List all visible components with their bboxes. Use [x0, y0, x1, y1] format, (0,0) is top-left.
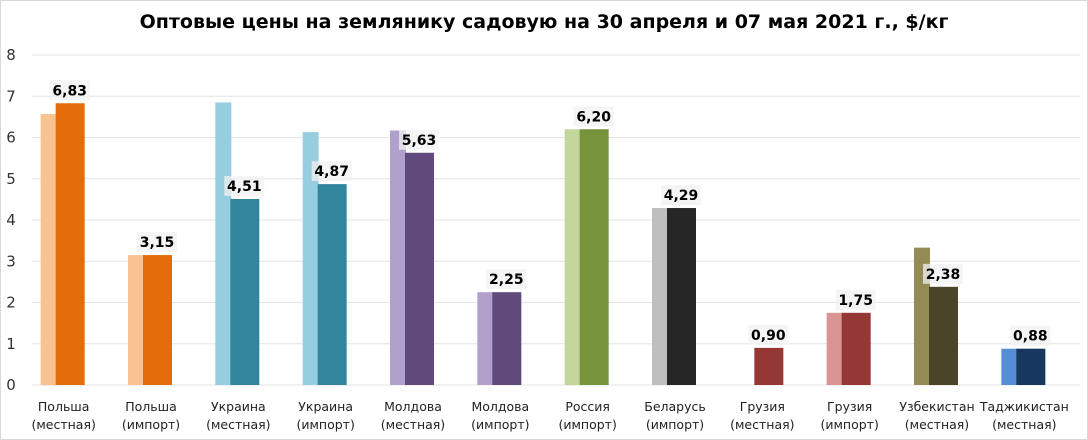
data-label-bg	[748, 324, 789, 345]
x-tick-label: (местная)	[730, 417, 794, 432]
bar-30-apr	[652, 208, 668, 385]
data-label-bg	[49, 80, 90, 101]
bar-07-may	[579, 129, 609, 385]
y-tick-label: 0	[6, 376, 16, 394]
x-tick-label: Грузия	[740, 399, 785, 414]
x-tick-label: Украина	[211, 399, 266, 414]
bar-07-may	[929, 286, 958, 385]
bar-30-apr	[390, 130, 406, 385]
data-label-bg	[486, 269, 527, 290]
data-label: 2,38	[926, 267, 961, 283]
x-tick-label: (местная)	[206, 417, 270, 432]
x-tick-label: (импорт)	[122, 417, 180, 432]
bar-07-may	[492, 292, 522, 385]
x-tick-label: Польша	[125, 399, 177, 414]
y-tick-label: 6	[6, 129, 16, 147]
data-label: 0,88	[1013, 329, 1048, 345]
y-tick-label: 7	[6, 87, 16, 105]
bar-07-may	[1016, 348, 1046, 385]
x-tick-label: (местная)	[381, 417, 445, 432]
x-tick-label: Россия	[565, 399, 610, 414]
bar-30-apr	[302, 132, 319, 385]
bar-07-may	[317, 184, 347, 385]
x-tick-label: Польша	[38, 399, 90, 414]
x-tick-label: Таджикистан	[979, 399, 1069, 414]
data-label: 3,15	[140, 235, 175, 251]
x-tick-label: Грузия	[827, 399, 872, 414]
data-label-bg	[923, 263, 963, 284]
bar-07-may	[754, 347, 784, 385]
x-tick-label: Беларусь	[644, 399, 706, 414]
data-label-bg	[661, 185, 701, 206]
data-label: 5,63	[402, 133, 437, 149]
x-tick-label: (импорт)	[558, 417, 616, 432]
data-label: 6,20	[576, 109, 611, 125]
x-tick-label: (импорт)	[820, 417, 878, 432]
bar-30-apr	[128, 255, 144, 385]
y-tick-label: 4	[6, 211, 16, 229]
bar-07-may	[405, 152, 434, 385]
x-tick-label: (местная)	[992, 417, 1056, 432]
data-label-bg	[399, 129, 439, 150]
data-label: 4,51	[227, 179, 262, 195]
y-tick-label: 3	[6, 252, 16, 270]
data-label-bg	[835, 289, 876, 310]
bar-07-may	[667, 208, 696, 385]
data-label: 1,75	[838, 293, 873, 309]
bar-07-may	[143, 255, 172, 385]
y-tick-label: 5	[6, 170, 16, 188]
bar-30-apr	[826, 312, 843, 385]
x-tick-label: Молдова	[471, 399, 529, 414]
data-label-bg	[573, 106, 614, 127]
x-tick-label: (импорт)	[296, 417, 354, 432]
x-tick-label: (импорт)	[471, 417, 529, 432]
y-tick-label: 8	[6, 46, 16, 64]
bar-30-apr	[215, 102, 232, 385]
y-tick-label: 1	[6, 335, 16, 353]
data-label: 6,83	[52, 83, 87, 99]
x-tick-label: Узбекистан	[899, 399, 974, 414]
data-label-bg	[311, 161, 352, 182]
data-label: 0,90	[751, 328, 786, 344]
bar-07-may	[230, 198, 260, 385]
data-label: 4,87	[314, 164, 349, 180]
data-label-bg	[224, 175, 265, 196]
bar-30-apr	[40, 113, 57, 386]
x-tick-label: (местная)	[31, 417, 95, 432]
bar-30-apr	[1001, 348, 1018, 385]
x-tick-label: (импорт)	[646, 417, 704, 432]
data-label: 4,29	[664, 188, 699, 204]
bar-30-apr	[564, 129, 581, 385]
y-tick-label: 2	[6, 294, 16, 312]
bar-07-may	[55, 103, 85, 385]
data-label-bg	[137, 232, 177, 253]
x-tick-label: Украина	[298, 399, 353, 414]
data-label-bg	[1010, 325, 1051, 346]
data-label: 2,25	[489, 272, 524, 288]
bar-30-apr	[477, 292, 494, 385]
x-tick-label: (местная)	[905, 417, 969, 432]
bar-07-may	[841, 312, 871, 385]
chart-title: Оптовые цены на землянику садовую на 30 …	[139, 11, 949, 33]
x-tick-label: Молдова	[384, 399, 442, 414]
